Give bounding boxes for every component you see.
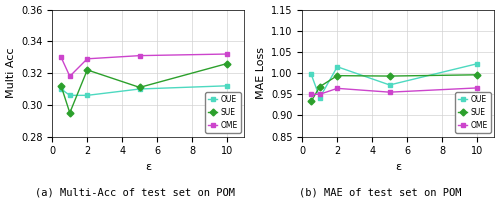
Line: OUE: OUE: [308, 61, 480, 100]
OME: [224, 53, 230, 55]
OME: [334, 87, 340, 90]
OUE: [67, 94, 73, 96]
SUE: [136, 86, 142, 89]
Line: SUE: SUE: [58, 61, 230, 115]
OUE: [224, 85, 230, 87]
Legend: OUE, SUE, OME: OUE, SUE, OME: [205, 92, 240, 133]
SUE: [67, 112, 73, 114]
SUE: [334, 74, 340, 77]
OUE: [84, 94, 90, 96]
Line: OUE: OUE: [58, 83, 230, 98]
OME: [136, 54, 142, 57]
Text: (a) Multi-Acc of test set on POM: (a) Multi-Acc of test set on POM: [35, 188, 235, 198]
OME: [84, 58, 90, 60]
SUE: [84, 69, 90, 71]
OUE: [136, 88, 142, 90]
OME: [474, 87, 480, 89]
X-axis label: ε: ε: [146, 162, 152, 172]
OUE: [58, 88, 64, 90]
OME: [67, 75, 73, 78]
OUE: [317, 96, 323, 99]
Line: OME: OME: [308, 85, 480, 97]
Text: (b) MAE of test set on POM: (b) MAE of test set on POM: [299, 188, 461, 198]
SUE: [386, 75, 392, 77]
Line: SUE: SUE: [308, 72, 480, 104]
OME: [317, 93, 323, 95]
SUE: [58, 85, 64, 87]
OUE: [474, 63, 480, 65]
OME: [58, 56, 64, 58]
Line: OME: OME: [58, 52, 230, 79]
OUE: [386, 84, 392, 86]
OME: [308, 93, 314, 95]
OUE: [308, 73, 314, 75]
SUE: [474, 74, 480, 76]
SUE: [317, 85, 323, 88]
OUE: [334, 65, 340, 68]
Y-axis label: Multi Acc: Multi Acc: [6, 48, 16, 98]
SUE: [224, 62, 230, 65]
Legend: OUE, SUE, OME: OUE, SUE, OME: [455, 92, 490, 133]
Y-axis label: MAE Loss: MAE Loss: [256, 47, 266, 99]
X-axis label: ε: ε: [396, 162, 402, 172]
SUE: [308, 100, 314, 103]
OME: [386, 91, 392, 93]
